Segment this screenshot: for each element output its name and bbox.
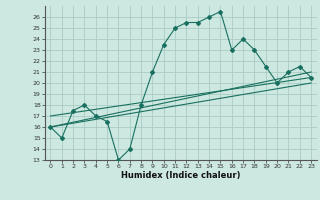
X-axis label: Humidex (Indice chaleur): Humidex (Indice chaleur) [121,171,241,180]
